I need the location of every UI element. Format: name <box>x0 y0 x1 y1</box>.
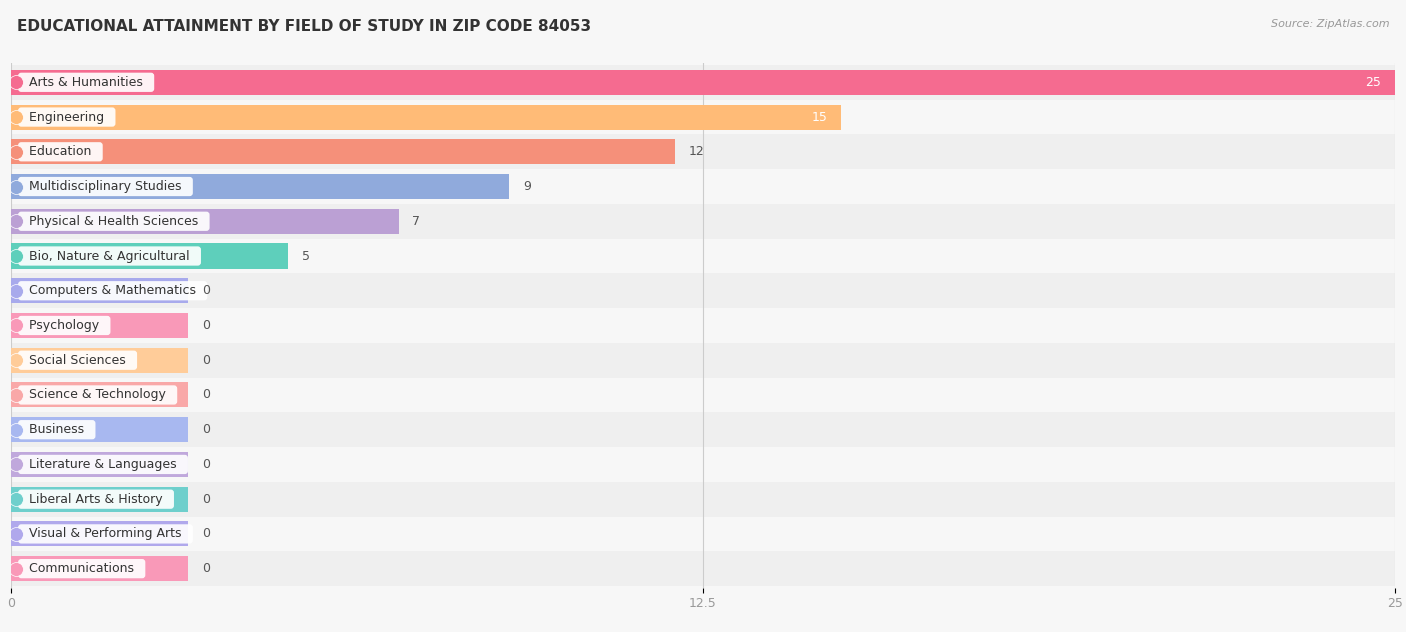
Text: 0: 0 <box>202 423 209 436</box>
Bar <box>11 348 188 373</box>
Bar <box>11 278 188 303</box>
Text: EDUCATIONAL ATTAINMENT BY FIELD OF STUDY IN ZIP CODE 84053: EDUCATIONAL ATTAINMENT BY FIELD OF STUDY… <box>17 19 591 34</box>
Bar <box>11 412 1395 447</box>
Text: Science & Technology: Science & Technology <box>21 389 174 401</box>
Text: 12: 12 <box>689 145 704 158</box>
Text: Social Sciences: Social Sciences <box>21 354 134 367</box>
Text: 0: 0 <box>202 493 209 506</box>
Text: Psychology: Psychology <box>21 319 107 332</box>
Text: Computers & Mathematics: Computers & Mathematics <box>21 284 204 297</box>
Bar <box>11 551 1395 586</box>
Bar <box>11 452 188 477</box>
Bar <box>11 204 1395 239</box>
Text: 0: 0 <box>202 284 209 297</box>
Bar <box>11 377 1395 412</box>
Text: Communications: Communications <box>21 562 142 575</box>
Bar <box>11 169 1395 204</box>
Text: Literature & Languages: Literature & Languages <box>21 458 184 471</box>
Bar <box>11 313 188 338</box>
Text: 7: 7 <box>412 215 420 228</box>
Bar <box>11 243 288 269</box>
Bar <box>11 174 509 199</box>
Text: 0: 0 <box>202 319 209 332</box>
Bar <box>11 417 188 442</box>
Text: Education: Education <box>21 145 100 158</box>
Bar <box>11 70 1395 95</box>
Bar <box>11 104 841 130</box>
Bar <box>11 135 1395 169</box>
Text: 5: 5 <box>302 250 309 262</box>
Bar <box>11 209 399 234</box>
Text: Business: Business <box>21 423 93 436</box>
Text: 0: 0 <box>202 389 209 401</box>
Bar <box>11 239 1395 274</box>
Bar <box>11 65 1395 100</box>
Text: 0: 0 <box>202 562 209 575</box>
Text: Multidisciplinary Studies: Multidisciplinary Studies <box>21 180 190 193</box>
Text: Physical & Health Sciences: Physical & Health Sciences <box>21 215 207 228</box>
Bar <box>11 516 1395 551</box>
Bar <box>11 447 1395 482</box>
Bar <box>11 487 188 512</box>
Text: 15: 15 <box>811 111 828 123</box>
Text: 25: 25 <box>1365 76 1381 89</box>
Text: 0: 0 <box>202 354 209 367</box>
Text: Visual & Performing Arts: Visual & Performing Arts <box>21 528 190 540</box>
Bar <box>11 482 1395 516</box>
Text: 0: 0 <box>202 458 209 471</box>
Text: Liberal Arts & History: Liberal Arts & History <box>21 493 172 506</box>
Text: Bio, Nature & Agricultural: Bio, Nature & Agricultural <box>21 250 198 262</box>
Text: Arts & Humanities: Arts & Humanities <box>21 76 150 89</box>
Bar <box>11 382 188 408</box>
Text: 0: 0 <box>202 528 209 540</box>
Text: Engineering: Engineering <box>21 111 112 123</box>
Text: 9: 9 <box>523 180 531 193</box>
Bar <box>11 556 188 581</box>
Text: Source: ZipAtlas.com: Source: ZipAtlas.com <box>1271 19 1389 29</box>
Bar <box>11 343 1395 377</box>
Bar <box>11 139 675 164</box>
Bar <box>11 521 188 547</box>
Bar <box>11 274 1395 308</box>
Bar <box>11 308 1395 343</box>
Bar <box>11 100 1395 135</box>
